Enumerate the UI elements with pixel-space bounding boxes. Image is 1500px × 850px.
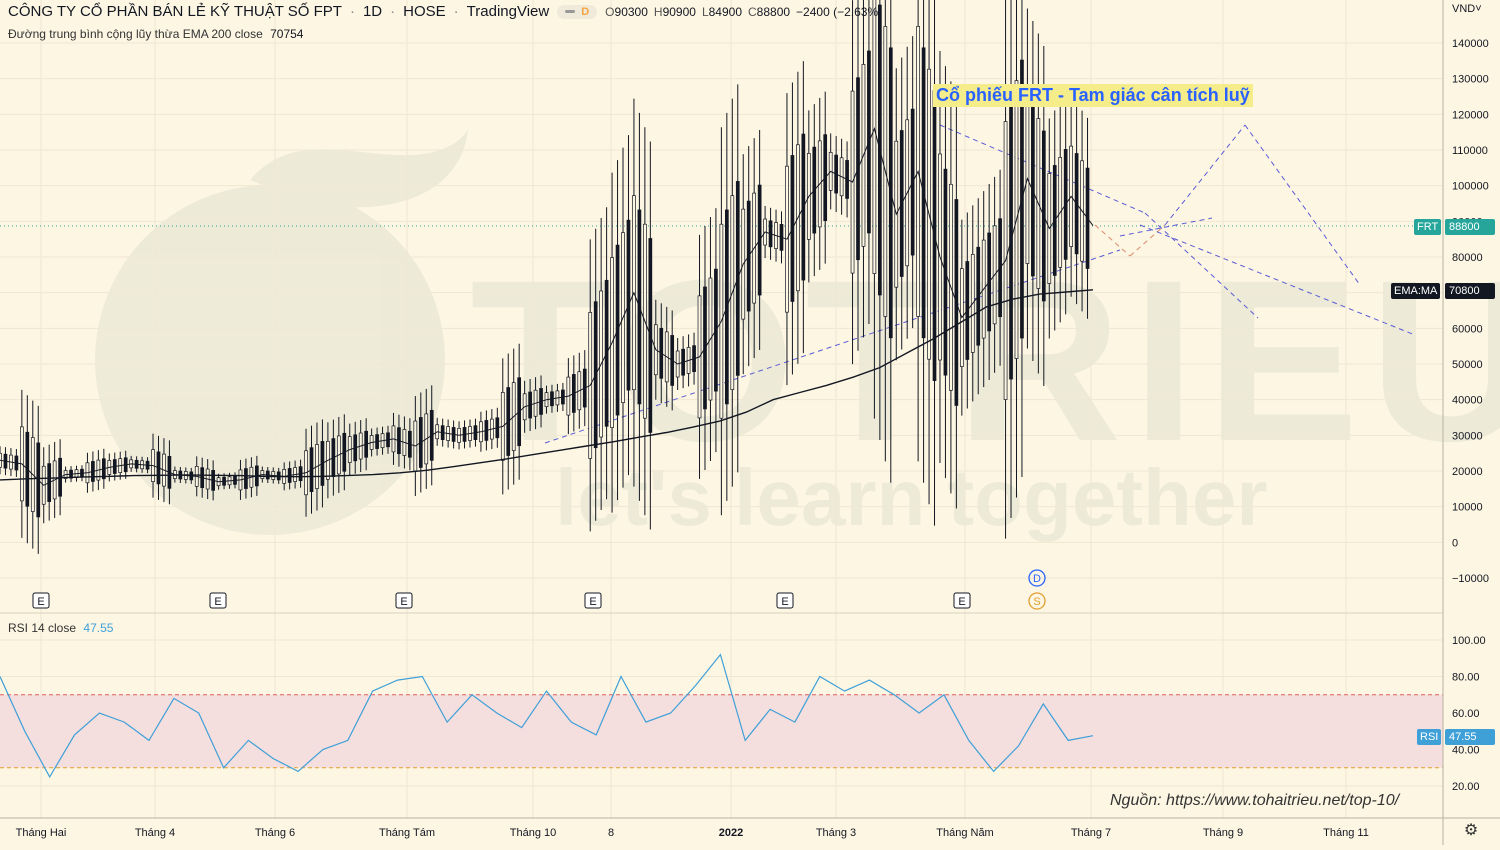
source-note: Nguồn: https://www.tohaitrieu.net/top-10… [1110, 792, 1400, 809]
time-tick-label: Tháng 9 [1203, 827, 1243, 839]
earnings-marker-label: E [214, 596, 221, 608]
projection-down-long[interactable] [1139, 224, 1416, 336]
candle-body [872, 0, 877, 274]
price-tick-label: 110000 [1452, 145, 1488, 157]
rsi-tag-symbol: RSI [1417, 729, 1442, 745]
earnings-marker-label: E [400, 596, 407, 608]
ema-legend[interactable]: Đường trung bình cộng lũy thừa EMA 200 c… [8, 27, 303, 41]
frt-price-tag-value: 88800 [1445, 219, 1495, 235]
price-tick-label: −10000 [1452, 573, 1489, 585]
earnings-marker-label: E [781, 596, 788, 608]
split-marker-label: S [1033, 596, 1040, 608]
split-marker[interactable]: S [1028, 592, 1046, 610]
price-tick-label: 50000 [1452, 359, 1483, 371]
gear-icon[interactable]: ⚙ [1463, 822, 1479, 839]
price-tick-label: 0 [1452, 537, 1458, 549]
time-tick-label: Tháng 6 [255, 827, 295, 839]
earnings-marker-label: E [589, 596, 596, 608]
trendline-support[interactable] [544, 249, 1121, 444]
rsi-tag-value: 47.55 [1445, 729, 1495, 745]
projection-up-return[interactable] [1244, 124, 1361, 286]
rsi-tick-label: 40.00 [1452, 745, 1480, 757]
chart-header: CÔNG TY CỔ PHẦN BÁN LẺ KỸ THUẬT SỐ FPT ·… [8, 3, 883, 20]
ema-price-tag-symbol: EMA:MA [1391, 283, 1441, 299]
rsi-band [0, 694, 1443, 768]
rsi-tick-label: 80.00 [1452, 672, 1480, 684]
change-value: −2400 (−2.63%) [796, 4, 883, 19]
projection-pullback[interactable] [1094, 224, 1131, 257]
rsi-legend-label: RSI 14 close [8, 621, 77, 635]
market-status-pill[interactable]: D [557, 4, 598, 19]
currency-selector[interactable]: VND˅ [1452, 3, 1482, 15]
frt-price-tag-symbol: FRT [1414, 219, 1442, 235]
open-value: 90300 [614, 4, 648, 19]
dividend-marker[interactable]: D [1028, 569, 1046, 587]
rsi-tick-label: 100.00 [1452, 635, 1486, 647]
price-tick-label: 130000 [1452, 74, 1489, 86]
rsi-legend[interactable]: RSI 14 close 47.55 [8, 621, 113, 635]
rsi-tick-label: 20.00 [1452, 781, 1480, 793]
market-status-badge: D [581, 5, 590, 18]
close-value: 88800 [756, 4, 791, 19]
time-tick-label: 8 [608, 827, 614, 839]
exchange-label: HOSE [403, 3, 446, 20]
time-tick-label: Tháng 11 [1323, 827, 1369, 839]
price-tick-label: 10000 [1452, 502, 1483, 514]
watermark-logo-icon [95, 185, 445, 535]
low-value: 84900 [708, 4, 742, 19]
ema-legend-value: 70754 [270, 27, 304, 41]
price-tick-label: 120000 [1452, 109, 1489, 121]
time-tick-label: Tháng 4 [135, 827, 175, 839]
price-tick-label: 140000 [1452, 38, 1489, 50]
high-value: 90900 [662, 4, 696, 19]
projection-up[interactable] [1164, 124, 1246, 226]
time-tick-label: 2022 [719, 827, 743, 839]
price-tick-label: 60000 [1452, 323, 1483, 335]
earnings-marker-label: E [37, 596, 44, 608]
time-tick-label: Tháng 7 [1071, 827, 1111, 839]
time-tick-label: Tháng Tám [379, 827, 435, 839]
rsi-line[interactable] [0, 653, 1094, 779]
earnings-marker[interactable] [776, 592, 794, 609]
earnings-marker[interactable] [32, 592, 50, 609]
time-tick-label: Tháng Hai [16, 827, 67, 839]
rsi-axis[interactable]: 20.00 40.00 60.00 80.00 100.00 [1452, 635, 1486, 793]
price-tick-label: 20000 [1452, 466, 1483, 478]
price-tick-label: 100000 [1452, 181, 1489, 193]
chevron-down-icon: ˅ [1475, 3, 1482, 15]
price-tick-label: 40000 [1452, 395, 1483, 407]
interval-label[interactable]: 1D [362, 3, 383, 20]
ohlc-values: O90300 H90900 L84900 C88800 −2400 (−2.63… [605, 4, 883, 19]
rsi-legend-value: 47.55 [83, 621, 114, 635]
earnings-marker[interactable] [584, 592, 602, 609]
ema-price-tag-value: 70800 [1445, 283, 1495, 299]
time-tick-label: Tháng 10 [510, 827, 556, 839]
projection-flat[interactable] [1119, 217, 1213, 237]
price-grid [0, 0, 1443, 818]
rsi-tick-label: 60.00 [1452, 708, 1480, 720]
time-tick-label: Tháng 3 [816, 827, 856, 839]
ema-200-line[interactable] [0, 289, 1094, 481]
chart-annotation[interactable]: Cổ phiếu FRT - Tam giác cân tích luỹ [933, 84, 1253, 107]
price-tick-label: 80000 [1452, 252, 1483, 264]
symbol-title[interactable]: CÔNG TY CỔ PHẦN BÁN LẺ KỸ THUẬT SỐ FPT [8, 3, 342, 20]
minus-icon [565, 10, 576, 13]
earnings-marker[interactable] [209, 592, 227, 609]
projection-down[interactable] [1144, 212, 1259, 319]
earnings-marker-label: E [958, 596, 965, 608]
price-tick-label: 30000 [1452, 430, 1483, 442]
dividend-marker-label: D [1033, 573, 1041, 585]
time-axis[interactable]: Tháng Hai Tháng 4 Tháng 6 Tháng Tám Tháng 10… [16, 827, 1369, 839]
ema-legend-label: Đường trung bình cộng lũy thừa EMA 200 c… [8, 27, 263, 41]
watermark-slogan: let's learn together [555, 453, 1268, 542]
source-label: TradingView [466, 3, 550, 20]
earnings-marker[interactable] [395, 592, 413, 609]
earnings-marker[interactable] [953, 592, 971, 609]
time-tick-label: Tháng Năm [936, 827, 993, 839]
projection-bounce[interactable] [1129, 224, 1166, 257]
